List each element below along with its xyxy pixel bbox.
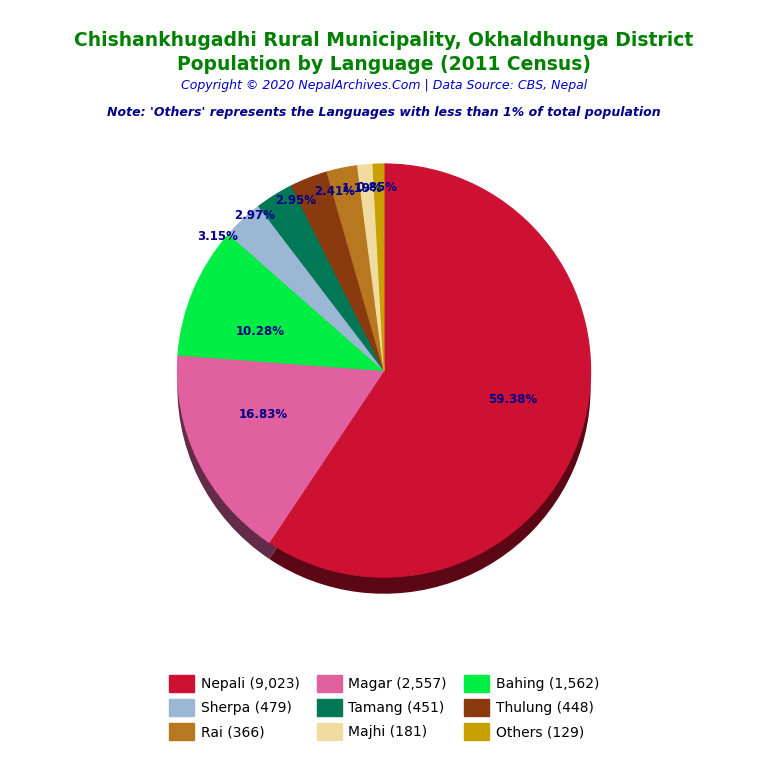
Text: 10.28%: 10.28%: [236, 325, 285, 338]
Text: Copyright © 2020 NepalArchives.Com | Data Source: CBS, Nepal: Copyright © 2020 NepalArchives.Com | Dat…: [181, 79, 587, 92]
Text: 2.41%: 2.41%: [314, 185, 355, 198]
Wedge shape: [327, 166, 384, 371]
Wedge shape: [178, 250, 384, 387]
Wedge shape: [177, 355, 384, 542]
Wedge shape: [178, 234, 384, 371]
Wedge shape: [259, 203, 384, 387]
Wedge shape: [327, 182, 384, 387]
Text: Chishankhugadhi Rural Municipality, Okhaldhunga District: Chishankhugadhi Rural Municipality, Okha…: [74, 31, 694, 50]
Wedge shape: [269, 164, 591, 578]
Wedge shape: [291, 172, 384, 371]
Text: 1.19%: 1.19%: [342, 182, 382, 195]
Wedge shape: [269, 180, 591, 594]
Text: 16.83%: 16.83%: [239, 408, 288, 421]
Text: 2.95%: 2.95%: [275, 194, 316, 207]
Wedge shape: [373, 180, 384, 387]
Legend: Nepali (9,023), Sherpa (479), Rai (366), Magar (2,557), Tamang (451), Majhi (181: Nepali (9,023), Sherpa (479), Rai (366),…: [164, 670, 604, 746]
Text: Note: 'Others' represents the Languages with less than 1% of total population: Note: 'Others' represents the Languages …: [108, 106, 660, 119]
Text: 0.85%: 0.85%: [357, 181, 398, 194]
Text: 2.97%: 2.97%: [234, 209, 276, 222]
Text: 59.38%: 59.38%: [488, 393, 537, 406]
Wedge shape: [229, 223, 384, 387]
Wedge shape: [358, 180, 384, 387]
Wedge shape: [373, 164, 384, 371]
Wedge shape: [177, 372, 384, 559]
Wedge shape: [358, 164, 384, 371]
Wedge shape: [291, 188, 384, 387]
Text: Population by Language (2011 Census): Population by Language (2011 Census): [177, 55, 591, 74]
Wedge shape: [229, 207, 384, 371]
Text: 3.15%: 3.15%: [197, 230, 238, 243]
Wedge shape: [259, 186, 384, 371]
